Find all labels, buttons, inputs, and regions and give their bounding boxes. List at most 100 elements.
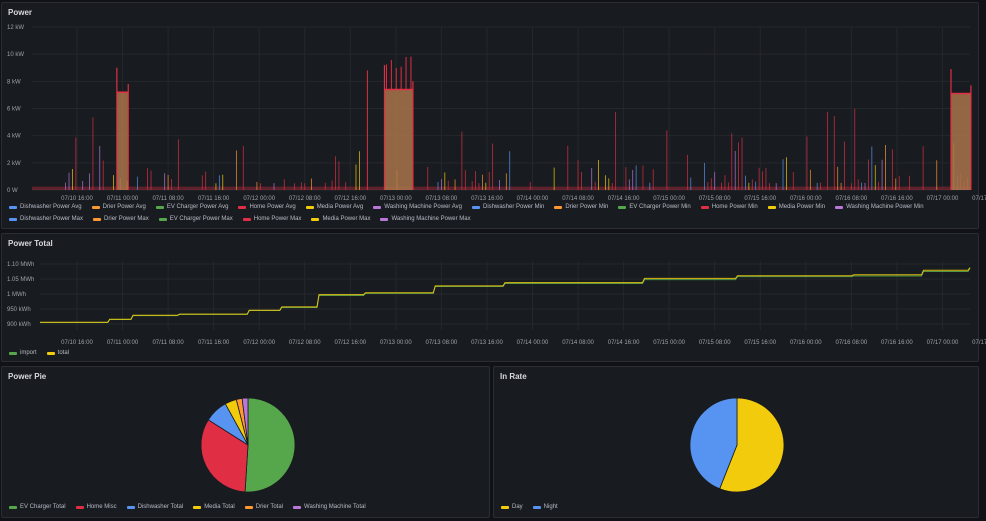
power-legend-item[interactable]: Media Power Min bbox=[767, 204, 826, 210]
power-legend-item[interactable]: EV Charger Power Min bbox=[618, 204, 691, 210]
legend-swatch bbox=[75, 505, 84, 509]
legend-label: Media Power Avg bbox=[316, 204, 364, 210]
pie-slice[interactable] bbox=[719, 397, 785, 493]
legend-swatch bbox=[305, 205, 314, 209]
legend-label: EV Charger Power Avg bbox=[166, 204, 229, 210]
legend-swatch bbox=[293, 505, 301, 509]
y-tick-label: 10 kW bbox=[7, 52, 24, 58]
in-rate-panel-title[interactable]: In Rate bbox=[500, 372, 527, 381]
legend-swatch bbox=[9, 205, 17, 209]
legend-swatch bbox=[126, 505, 135, 509]
pie-slice[interactable] bbox=[241, 397, 249, 446]
pie-legend-item[interactable]: EV Charger Total bbox=[9, 504, 66, 510]
x-tick-label: 07/16 00:00 bbox=[790, 340, 822, 346]
x-tick-label: 07/14 08:00 bbox=[562, 196, 594, 202]
rate-legend-item[interactable]: Night bbox=[532, 504, 558, 510]
x-tick-label: 07/12 00:00 bbox=[243, 196, 275, 202]
y-tick-label: 1.10 MWh bbox=[7, 262, 34, 268]
power-pie-chart bbox=[200, 397, 296, 493]
legend-swatch bbox=[46, 351, 55, 355]
x-tick-label: 07/11 00:00 bbox=[107, 340, 139, 346]
legend-label: Washing Machine Power Max bbox=[391, 216, 471, 222]
y-tick-label: 4 kW bbox=[7, 134, 21, 140]
y-tick-label: 2 kW bbox=[7, 161, 21, 167]
power-total-chart: 900 kWh 950 kWh 1 MWh 1.05 MWh 1.10 MWh 07/10… bbox=[7, 261, 986, 346]
power-legend-item[interactable]: Drier Power Avg bbox=[91, 204, 146, 210]
total-legend-item[interactable]: total bbox=[46, 350, 70, 356]
power-legend-item[interactable]: EV Charger Power Max bbox=[158, 216, 233, 222]
legend-label: Media Power Max bbox=[322, 216, 371, 222]
legend-label: total bbox=[57, 350, 70, 356]
legend-label: EV Charger Power Min bbox=[629, 204, 691, 210]
power-legend-row-1: Dishwasher Power Avg Drier Power Avg EV Ch… bbox=[9, 204, 969, 210]
legend-label: Home Power Max bbox=[253, 216, 302, 222]
legend-label: Dishwasher Power Min bbox=[483, 204, 545, 210]
legend-swatch bbox=[472, 205, 480, 209]
pie-legend-item[interactable]: Washing Machine Total bbox=[293, 504, 366, 510]
x-tick-label: 07/10 16:00 bbox=[61, 340, 93, 346]
legend-swatch bbox=[835, 205, 844, 209]
ev-charging-block bbox=[384, 89, 413, 190]
x-tick-label: 07/16 08:00 bbox=[835, 196, 867, 202]
pie-slice[interactable] bbox=[689, 397, 738, 490]
x-tick-label: 07/13 16:00 bbox=[471, 196, 503, 202]
legend-swatch bbox=[158, 217, 167, 221]
pie-legend-item[interactable]: Media Total bbox=[193, 504, 235, 510]
legend-swatch bbox=[9, 217, 17, 221]
power-panel-title[interactable]: Power bbox=[8, 8, 33, 17]
x-tick-label: 07/11 08:00 bbox=[152, 340, 184, 346]
legend-swatch bbox=[193, 505, 202, 509]
power-legend-item[interactable]: Drier Power Max bbox=[93, 216, 149, 222]
x-tick-label: 07/13 00:00 bbox=[380, 196, 412, 202]
power-legend-item[interactable]: Washing Machine Power Avg bbox=[373, 204, 462, 210]
power-total-panel-title[interactable]: Power Total bbox=[8, 239, 53, 248]
power-legend-item[interactable]: Drier Power Min bbox=[554, 204, 608, 210]
x-tick-label: 07/14 08:00 bbox=[562, 340, 594, 346]
x-tick-label: 07/12 00:00 bbox=[243, 340, 275, 346]
power-legend-item[interactable]: EV Charger Power Avg bbox=[155, 204, 229, 210]
power-legend-item[interactable]: Dishwasher Power Avg bbox=[9, 204, 82, 210]
legend-label: Washing Machine Power Avg bbox=[384, 204, 462, 210]
in-rate-pie-chart bbox=[689, 397, 785, 493]
power-pie-panel-title[interactable]: Power Pie bbox=[8, 372, 47, 381]
y-tick-label: 6 kW bbox=[7, 107, 21, 113]
y-tick-label: 1.05 MWh bbox=[7, 277, 34, 283]
legend-swatch bbox=[9, 351, 17, 355]
x-tick-label: 07/11 00:00 bbox=[107, 196, 139, 202]
power-legend-item[interactable]: Home Power Min bbox=[700, 204, 758, 210]
legend-swatch bbox=[9, 505, 17, 509]
power-legend-item[interactable]: Home Power Avg bbox=[238, 204, 296, 210]
legend-swatch bbox=[91, 205, 100, 209]
power-legend-item[interactable]: Washing Machine Power Min bbox=[835, 204, 924, 210]
x-tick-label: 07/15 08:00 bbox=[699, 196, 731, 202]
legend-swatch bbox=[311, 217, 320, 221]
pie-legend-item[interactable]: Home Misc bbox=[75, 504, 117, 510]
power-legend-item[interactable]: Home Power Max bbox=[242, 216, 302, 222]
legend-label: Washing Machine Total bbox=[304, 504, 366, 510]
legend-label: Drier Power Max bbox=[104, 216, 149, 222]
legend-swatch bbox=[93, 217, 102, 221]
total-legend-item[interactable]: import bbox=[9, 350, 37, 356]
power-legend-item[interactable]: Media Power Avg bbox=[305, 204, 364, 210]
legend-swatch bbox=[242, 217, 251, 221]
power-legend-item[interactable]: Media Power Max bbox=[311, 216, 370, 222]
x-tick-label: 07/17 08:00 bbox=[972, 340, 986, 346]
legend-swatch bbox=[700, 205, 709, 209]
x-tick-label: 07/17 00:00 bbox=[927, 196, 959, 202]
power-legend-item[interactable]: Dishwasher Power Max bbox=[9, 216, 83, 222]
power-panel: Power 0 W 2 kW 4 kW 6 kW 8 kW 10 kW 12 kW 07/10… bbox=[1, 2, 986, 229]
legend-label: Dishwasher Power Avg bbox=[20, 204, 82, 210]
x-tick-label: 07/10 16:00 bbox=[61, 196, 93, 202]
legend-swatch bbox=[155, 205, 164, 209]
pie-slice[interactable] bbox=[244, 397, 296, 493]
power-legend-item[interactable]: Washing Machine Power Max bbox=[380, 216, 471, 222]
legend-label: Media Power Min bbox=[778, 204, 826, 210]
x-tick-label: 07/12 16:00 bbox=[334, 196, 366, 202]
x-tick-label: 07/13 16:00 bbox=[471, 340, 503, 346]
pie-legend-item[interactable]: Dishwasher Total bbox=[126, 504, 183, 510]
rate-legend-item[interactable]: Day bbox=[501, 504, 523, 510]
legend-label: Home Misc bbox=[86, 504, 117, 510]
pie-legend-item[interactable]: Drier Total bbox=[244, 504, 283, 510]
power-legend-item[interactable]: Dishwasher Power Min bbox=[472, 204, 544, 210]
x-tick-label: 07/16 08:00 bbox=[835, 340, 867, 346]
